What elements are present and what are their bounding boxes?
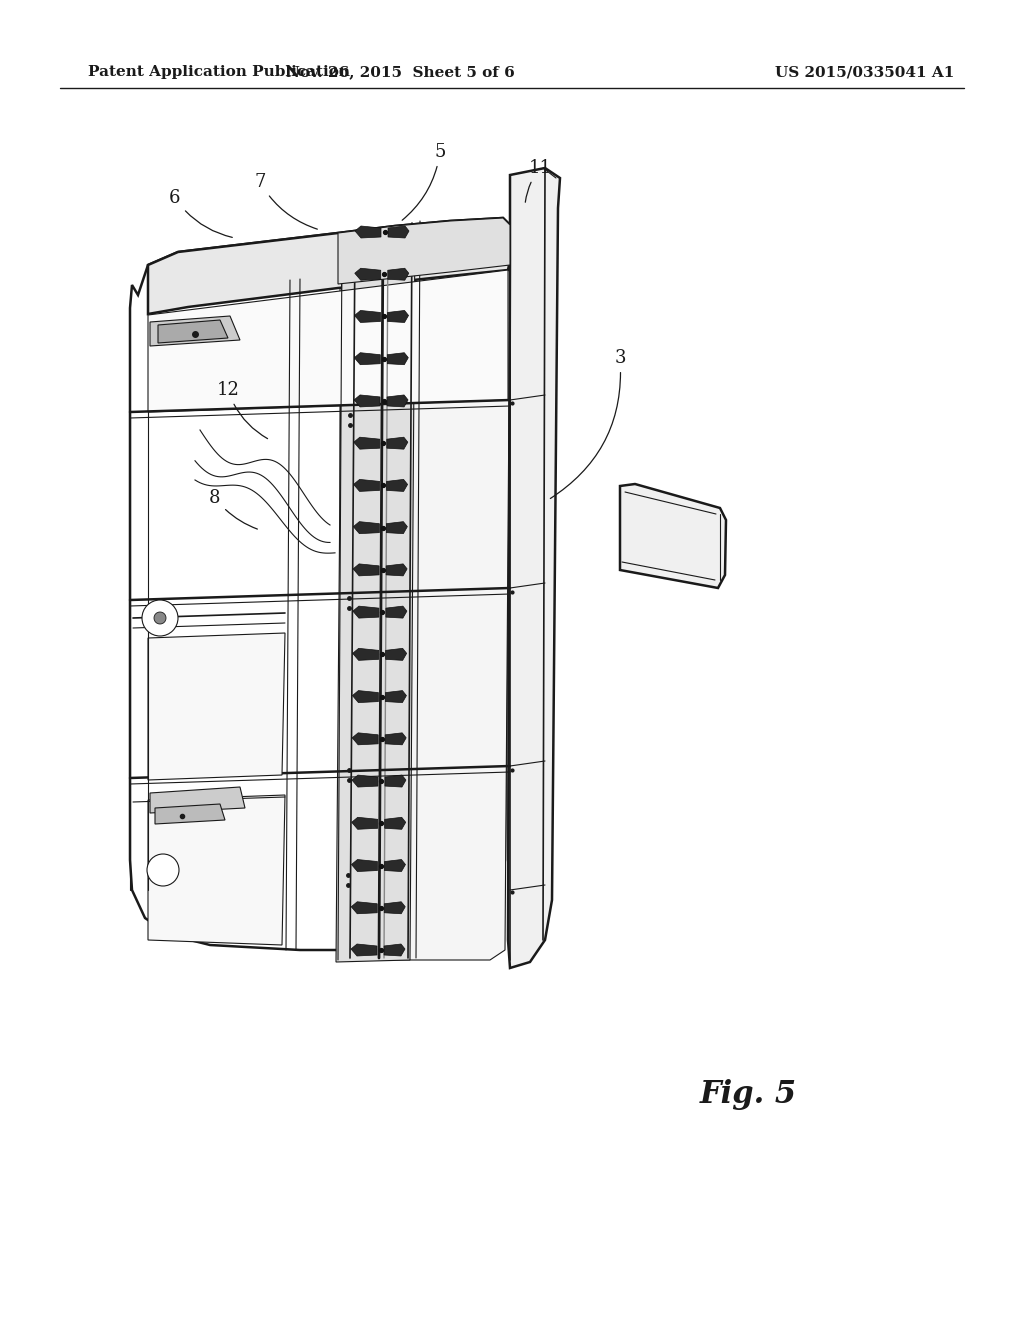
Polygon shape (386, 606, 407, 618)
Polygon shape (148, 218, 510, 314)
Polygon shape (336, 224, 415, 962)
Polygon shape (387, 395, 408, 407)
Text: 7: 7 (254, 173, 317, 230)
Polygon shape (385, 775, 406, 787)
Polygon shape (388, 226, 409, 238)
Polygon shape (384, 944, 406, 956)
Circle shape (142, 601, 178, 636)
Text: Nov. 26, 2015  Sheet 5 of 6: Nov. 26, 2015 Sheet 5 of 6 (286, 65, 514, 79)
Polygon shape (353, 606, 379, 618)
Polygon shape (351, 817, 378, 829)
Polygon shape (352, 648, 379, 660)
Polygon shape (620, 484, 726, 587)
Polygon shape (387, 437, 408, 449)
Polygon shape (158, 319, 228, 343)
Text: 3: 3 (550, 348, 626, 499)
Polygon shape (354, 352, 380, 364)
Polygon shape (340, 218, 510, 960)
Polygon shape (338, 218, 510, 284)
Polygon shape (352, 690, 379, 702)
Polygon shape (150, 787, 245, 813)
Polygon shape (354, 437, 380, 449)
Polygon shape (384, 902, 406, 913)
Text: Fig. 5: Fig. 5 (700, 1080, 797, 1110)
Circle shape (154, 612, 166, 624)
Text: US 2015/0335041 A1: US 2015/0335041 A1 (775, 65, 954, 79)
Text: 5: 5 (402, 143, 445, 220)
Polygon shape (386, 648, 407, 660)
Polygon shape (386, 521, 408, 533)
Polygon shape (385, 817, 406, 829)
Polygon shape (355, 226, 381, 238)
Polygon shape (386, 564, 408, 576)
Polygon shape (384, 859, 406, 871)
Text: Patent Application Publication: Patent Application Publication (88, 65, 350, 79)
Polygon shape (351, 944, 377, 956)
Text: 6: 6 (169, 189, 232, 238)
Polygon shape (387, 352, 409, 364)
Polygon shape (130, 218, 510, 950)
Text: 8: 8 (209, 488, 257, 529)
Polygon shape (352, 775, 378, 787)
Polygon shape (150, 315, 240, 346)
Polygon shape (353, 479, 380, 491)
Polygon shape (353, 521, 379, 533)
Polygon shape (388, 268, 409, 280)
Polygon shape (385, 690, 407, 702)
Polygon shape (351, 859, 378, 871)
Polygon shape (352, 733, 378, 744)
Polygon shape (387, 479, 408, 491)
Polygon shape (351, 902, 377, 913)
Text: 12: 12 (216, 381, 267, 438)
Polygon shape (155, 804, 225, 824)
Polygon shape (148, 271, 508, 412)
Polygon shape (148, 795, 285, 945)
Polygon shape (385, 733, 407, 744)
Polygon shape (354, 310, 381, 322)
Polygon shape (353, 564, 379, 576)
Polygon shape (354, 268, 381, 280)
Text: 11: 11 (525, 158, 552, 202)
Circle shape (147, 854, 179, 886)
Polygon shape (354, 395, 380, 407)
Polygon shape (508, 168, 560, 968)
Polygon shape (148, 634, 285, 780)
Polygon shape (387, 310, 409, 322)
